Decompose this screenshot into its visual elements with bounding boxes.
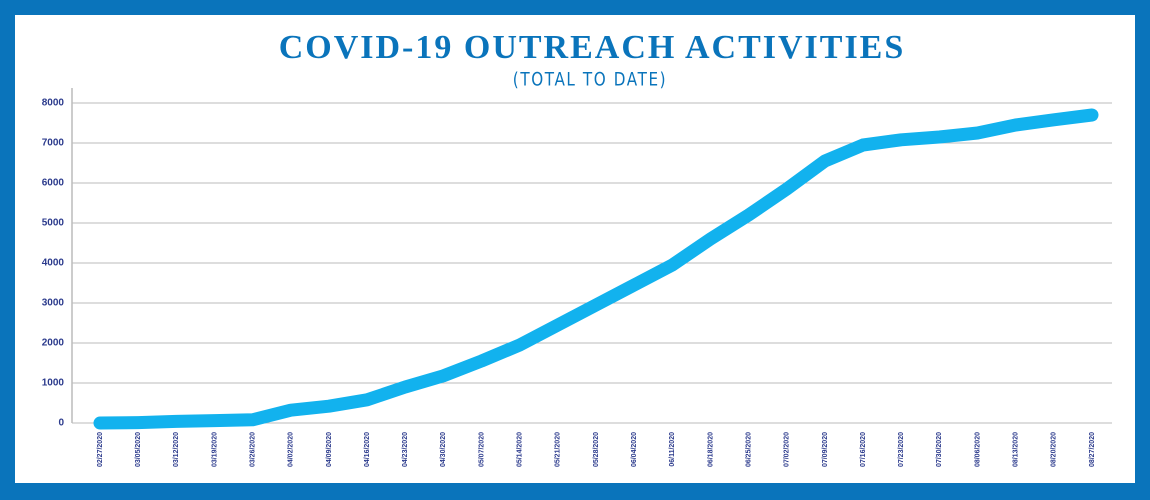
panel — [15, 15, 1135, 483]
y-tick-label: 0 — [58, 418, 64, 429]
y-tick-label: 6000 — [42, 178, 65, 189]
x-tick-label: 08/06/2020 — [974, 432, 981, 467]
x-tick-label: 08/27/2020 — [1089, 432, 1096, 467]
x-tick-label: 04/02/2020 — [288, 432, 295, 467]
x-tick-label: 04/30/2020 — [440, 432, 447, 467]
x-tick-label: 04/09/2020 — [326, 432, 333, 467]
x-tick-label: 03/12/2020 — [173, 432, 180, 467]
y-tick-label: 3000 — [42, 298, 65, 309]
x-tick-label: 03/26/2020 — [249, 432, 256, 467]
x-tick-label: 02/27/2020 — [97, 432, 104, 467]
x-tick-label: 06/18/2020 — [707, 432, 714, 467]
chart-title: COVID-19 OUTREACH ACTIVITIES — [279, 29, 906, 66]
x-tick-label: 06/11/2020 — [669, 432, 676, 467]
x-tick-label: 04/16/2020 — [364, 432, 371, 467]
x-tick-label: 06/04/2020 — [631, 432, 638, 467]
x-tick-label: 05/14/2020 — [517, 432, 524, 467]
x-tick-label: 08/13/2020 — [1013, 432, 1020, 467]
line — [93, 108, 1099, 430]
x-tick-label: 03/19/2020 — [211, 432, 218, 467]
x-tick-label: 07/30/2020 — [936, 432, 943, 467]
x-tick-label: 04/23/2020 — [402, 432, 409, 467]
x-tick-label: 07/23/2020 — [898, 432, 905, 467]
y-tick-label: 8000 — [42, 98, 65, 109]
x-tick-label: 06/25/2020 — [745, 432, 752, 467]
y-tick-label: 5000 — [42, 218, 65, 229]
x-tick-label: 07/16/2020 — [860, 432, 867, 467]
chart-subtitle: (TOTAL TO DATE) — [513, 69, 667, 91]
x-tick-label: 08/20/2020 — [1051, 432, 1058, 467]
x-tick-label: 05/28/2020 — [593, 432, 600, 467]
y-tick-label: 2000 — [42, 338, 65, 349]
x-tick-label: 05/07/2020 — [478, 432, 485, 467]
y-tick-label: 4000 — [42, 258, 65, 269]
x-tick-label: 07/09/2020 — [822, 432, 829, 467]
y-tick-label: 7000 — [42, 138, 65, 149]
x-tick-label: 07/02/2020 — [784, 432, 791, 467]
x-tick-label: 05/21/2020 — [555, 432, 562, 467]
y-tick-label: 1000 — [42, 378, 65, 389]
x-tick-label: 03/05/2020 — [135, 432, 142, 467]
